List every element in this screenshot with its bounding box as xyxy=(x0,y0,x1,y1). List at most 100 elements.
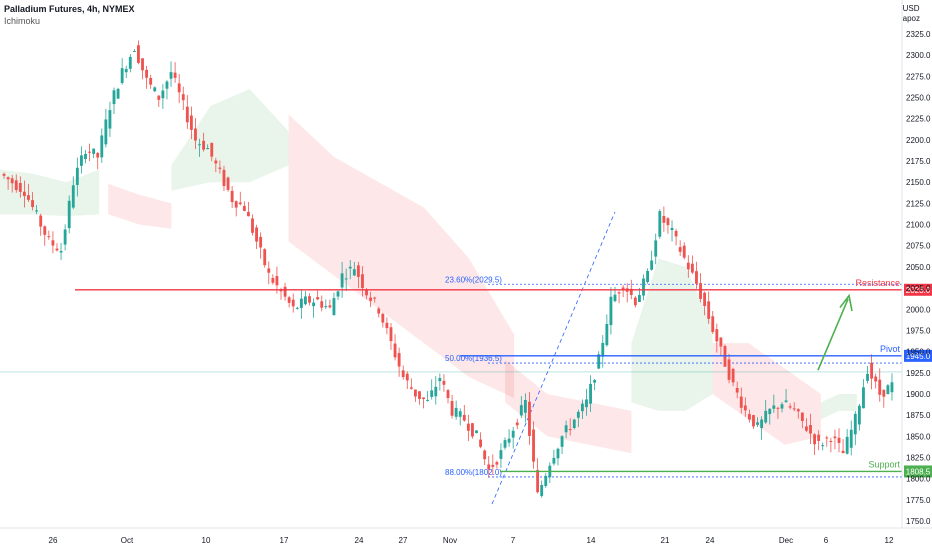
candle-body xyxy=(291,299,295,307)
ichimoku-cloud-red xyxy=(288,114,515,399)
candle-body xyxy=(71,185,75,208)
candle-body xyxy=(137,45,140,63)
candle-body xyxy=(283,286,287,297)
level-tag-value: 1945.0 xyxy=(906,352,931,361)
candle-body xyxy=(22,191,26,197)
candle-body xyxy=(805,426,808,431)
candle-body xyxy=(825,437,829,439)
candle-body xyxy=(532,429,535,462)
candle-body xyxy=(153,87,157,92)
candle-body xyxy=(145,69,149,78)
candle-body xyxy=(365,289,368,296)
candle-body xyxy=(226,177,230,190)
candle-body xyxy=(560,436,564,447)
candle-body xyxy=(263,249,267,266)
candle-body xyxy=(59,251,63,253)
candle-body xyxy=(719,337,723,347)
candle-body xyxy=(214,160,218,164)
candle-body xyxy=(821,445,825,447)
candle-body xyxy=(874,376,878,382)
candle-body xyxy=(218,167,222,169)
candle-body xyxy=(308,296,311,303)
candle-body xyxy=(63,229,67,245)
ichimoku-cloud-green xyxy=(631,258,713,411)
y-tick-label: 1975.0 xyxy=(906,326,931,335)
candle-body xyxy=(385,322,389,329)
candle-body xyxy=(120,68,124,83)
candle-body xyxy=(890,382,894,393)
candle-body xyxy=(442,380,446,385)
y-tick-label: 1800.0 xyxy=(906,475,931,484)
candle-body xyxy=(181,94,185,101)
candle-body xyxy=(230,190,234,203)
candle-body xyxy=(450,401,454,416)
candle-body xyxy=(206,148,210,150)
candle-body xyxy=(670,227,674,231)
candle-body xyxy=(837,437,841,443)
candle-body xyxy=(462,414,466,421)
candle-body xyxy=(833,436,837,439)
candle-body xyxy=(739,396,743,408)
candle-body xyxy=(169,72,173,79)
candle-body xyxy=(2,173,6,176)
candle-body xyxy=(251,218,254,233)
candle-body xyxy=(487,464,491,470)
candle-body xyxy=(430,390,434,397)
candle-body xyxy=(393,343,397,358)
candle-body xyxy=(503,440,507,448)
candle-body xyxy=(238,202,242,205)
candle-body xyxy=(202,140,206,150)
x-tick-label: 12 xyxy=(885,536,894,545)
candle-body xyxy=(633,297,637,306)
candle-body xyxy=(703,292,707,307)
candle-body xyxy=(764,410,768,423)
candle-body xyxy=(132,51,136,53)
candle-body xyxy=(173,72,177,78)
candle-body xyxy=(157,95,161,100)
candle-body xyxy=(585,399,588,408)
candle-body xyxy=(255,227,258,242)
candle-body xyxy=(483,450,487,460)
fib-level-label: 23.60%(2029.5) xyxy=(445,275,502,284)
candle-body xyxy=(870,362,874,379)
candle-body xyxy=(409,387,413,389)
candle-body xyxy=(348,266,352,269)
candle-body xyxy=(809,425,812,434)
candle-body xyxy=(316,297,320,300)
ichimoku-cloud-red xyxy=(505,360,632,454)
candle-body xyxy=(515,422,519,426)
y-tick-label: 1900.0 xyxy=(906,390,931,399)
candle-body xyxy=(51,240,55,246)
candle-body xyxy=(96,152,100,158)
candle-body xyxy=(189,115,193,130)
candle-body xyxy=(104,119,108,145)
candle-body xyxy=(768,408,772,415)
x-tick-label: 17 xyxy=(280,536,289,545)
candle-body xyxy=(796,409,800,412)
x-tick-label: 24 xyxy=(355,536,364,545)
candle-body xyxy=(866,373,869,381)
candle-body xyxy=(747,414,751,420)
candle-body xyxy=(161,90,165,99)
candle-body xyxy=(426,400,430,402)
candle-body xyxy=(124,68,128,73)
candle-body xyxy=(727,359,731,380)
candle-body xyxy=(800,412,804,421)
y-tick-label: 2050.0 xyxy=(906,263,931,272)
y-tick-label: 2075.0 xyxy=(906,242,931,251)
candle-body xyxy=(589,383,592,404)
y-tick-label: 1925.0 xyxy=(906,369,931,378)
level-label-support: Support xyxy=(868,459,900,469)
candle-body xyxy=(605,323,609,346)
candle-body xyxy=(381,313,385,323)
y-tick-label: 2325.0 xyxy=(906,30,931,39)
fib-level-label: 88.00%(1802.0) xyxy=(445,468,502,477)
y-tick-label: 1850.0 xyxy=(906,432,931,441)
y-tick-label: 2250.0 xyxy=(906,94,931,103)
candle-body xyxy=(760,419,764,429)
candle-body xyxy=(699,283,702,299)
ichimoku-cloud-green xyxy=(820,393,857,420)
candle-body xyxy=(434,386,438,397)
